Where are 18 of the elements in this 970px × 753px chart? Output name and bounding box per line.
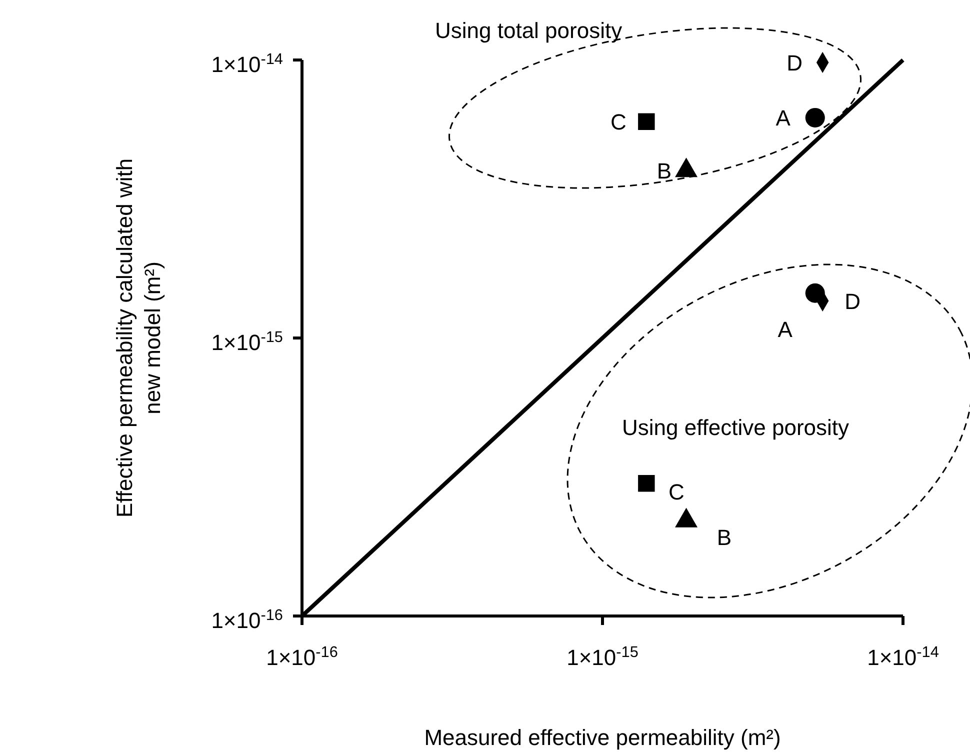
annotation: C: [668, 479, 684, 504]
text: Using total porosity: [435, 18, 622, 44]
annotation: B: [656, 158, 672, 184]
annotation: A: [778, 317, 793, 342]
x-tick-label: 1×10$^{-14}$: [867, 644, 940, 670]
y-tick-label: 1×10$^{-16}$: [211, 606, 283, 633]
y-tick-label: 1×10$^{-14}$: [211, 50, 284, 77]
x-tick-label: 1×10$^{-16}$: [266, 644, 338, 670]
annotation: D: [786, 50, 803, 76]
x-tick-label: 1×10$^{-15}$: [566, 644, 638, 670]
annotation: C: [610, 110, 626, 135]
y-axis-title: Effective permeability calculated with new model (m²): [112, 158, 165, 518]
annotation: B: [716, 524, 732, 550]
x-axis-title: Measured effective permeability (m²): [424, 725, 781, 750]
annotation: A: [776, 106, 791, 131]
annotation: Using effective porosity: [622, 415, 850, 441]
annotation: D: [844, 288, 861, 314]
y-tick-label: 1×10$^{-15}$: [211, 328, 283, 355]
